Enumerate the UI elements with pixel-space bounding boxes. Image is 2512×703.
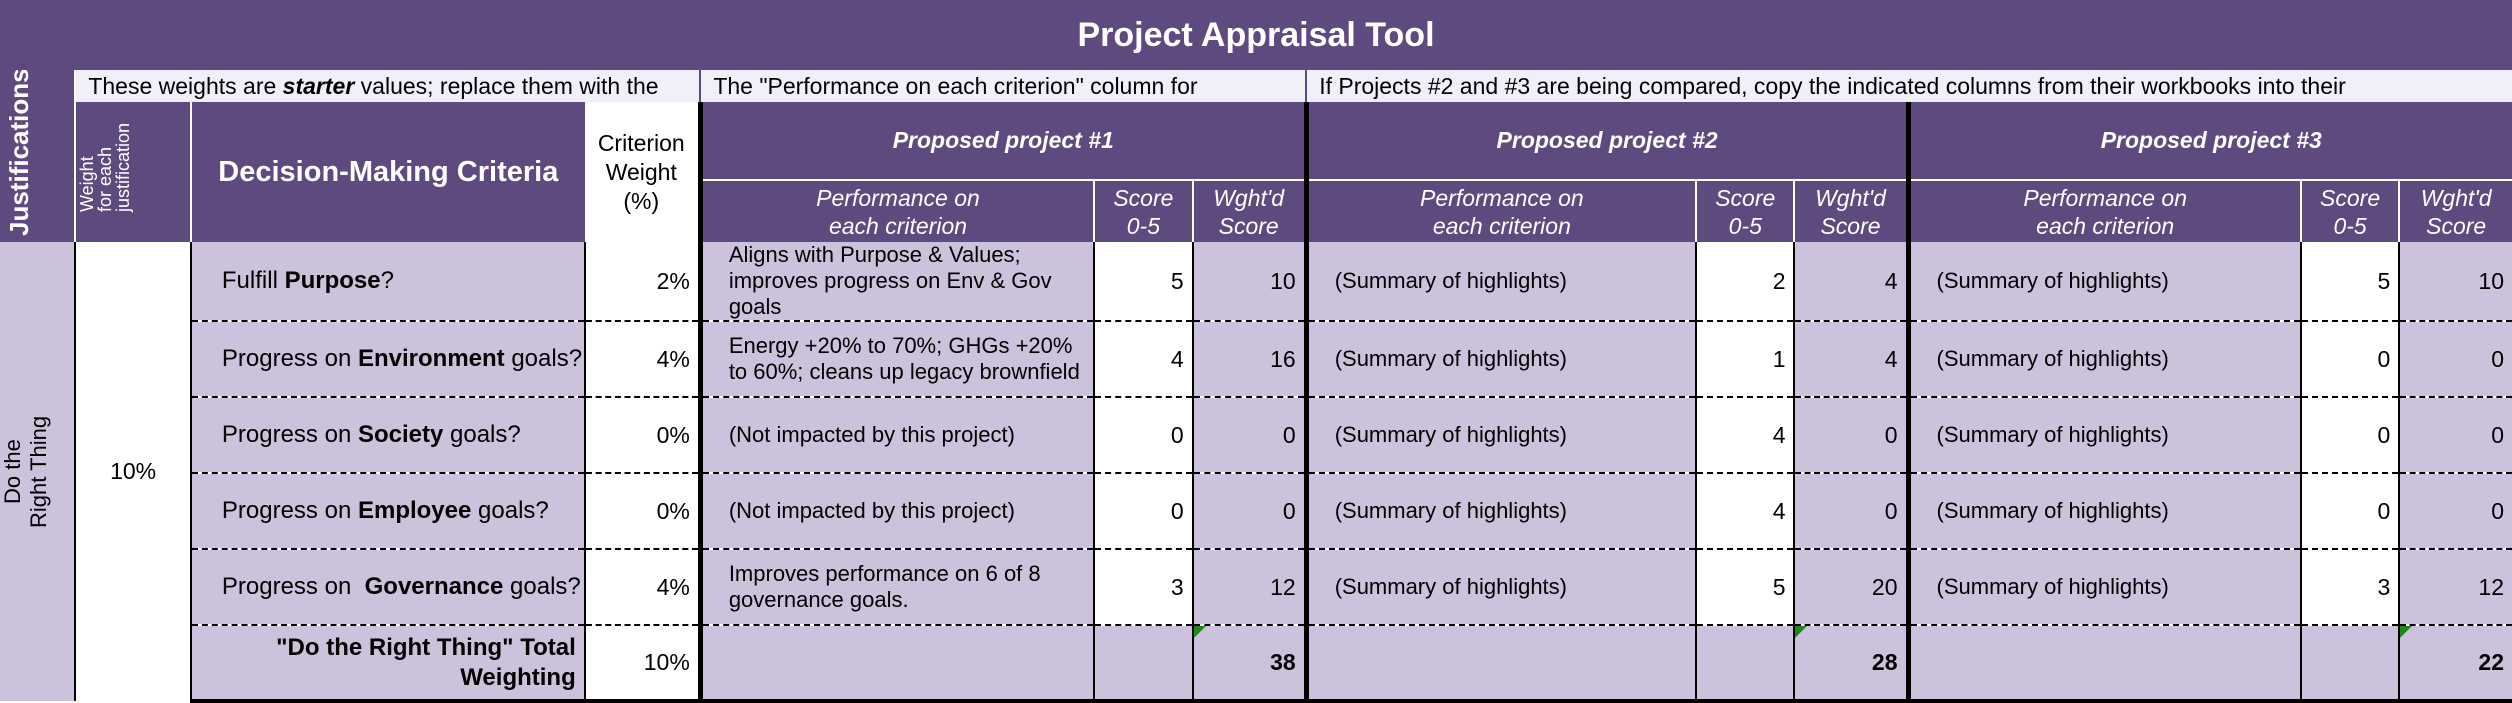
p3-score-cell[interactable]: 5 <box>2299 242 2400 322</box>
total-weight-cell[interactable]: 10% <box>583 625 702 703</box>
criterion-cell[interactable]: Progress on Environment goals? <box>189 321 585 398</box>
p1-wgt-cell[interactable]: 0 <box>1191 397 1307 474</box>
p2-perf-cell[interactable]: (Summary of highlights) <box>1303 321 1697 398</box>
p1-score-header[interactable]: Score 0-5 <box>1093 180 1193 242</box>
criterion-weight-cell[interactable]: 0% <box>583 473 702 550</box>
p3-perf-cell[interactable]: (Summary of highlights) <box>1905 242 2301 322</box>
p3-score-cell[interactable]: 0 <box>2299 397 2400 474</box>
justifications-header[interactable]: Justifications <box>0 70 77 242</box>
p2-score-cell[interactable]: 4 <box>1695 397 1795 474</box>
p1-score-cell[interactable]: 0 <box>1093 397 1193 474</box>
p2-score-cell[interactable]: 5 <box>1695 549 1795 626</box>
justification-weight-cell[interactable]: 10% <box>74 242 192 701</box>
p1-score-cell[interactable]: 0 <box>1093 473 1193 550</box>
project-1-header[interactable]: Proposed project #1 <box>697 102 1307 181</box>
p1-perf-cell[interactable]: (Not impacted by this project) <box>697 397 1095 474</box>
criterion-cell[interactable]: Progress on Governance goals? <box>189 549 585 626</box>
p2-perf-header[interactable]: Performance on each criterion <box>1303 180 1697 242</box>
criterion-row: Progress on Employee goals? 0% (Not impa… <box>0 473 2512 550</box>
p3-total-wgt-cell[interactable]: 22 <box>2398 625 2512 703</box>
p2-wgt-cell[interactable]: 4 <box>1793 321 1909 398</box>
p3-perf-cell[interactable]: (Summary of highlights) <box>1905 321 2301 398</box>
total-row: "Do the Right Thing" Total Weighting 10%… <box>0 625 2512 703</box>
performance-note[interactable]: The "Performance on each criterion" colu… <box>700 70 1308 102</box>
p1-score-cell[interactable]: 3 <box>1093 549 1193 626</box>
p2-wgt-header[interactable]: Wght'd Score <box>1793 180 1909 242</box>
p3-wgt-header[interactable]: Wght'd Score <box>2398 180 2512 242</box>
criteria-header[interactable]: Decision-Making Criteria <box>190 102 585 242</box>
p3-total-perf-cell[interactable] <box>1905 625 2301 703</box>
p1-wgt-cell[interactable]: 16 <box>1191 321 1307 398</box>
criterion-row: Do the Right Thing 10% Fulfill Purpose? … <box>0 242 2512 701</box>
p1-total-score-cell[interactable] <box>1093 625 1193 703</box>
project-2-header[interactable]: Proposed project #2 <box>1303 102 1909 181</box>
appraisal-table: Justifications These weights are starter… <box>0 70 2512 703</box>
p1-perf-cell[interactable]: (Not impacted by this project) <box>697 473 1095 550</box>
project-3-header[interactable]: Proposed project #3 <box>1905 102 2512 181</box>
compare-note[interactable]: If Projects #2 and #3 are being compared… <box>1306 70 2512 102</box>
p3-perf-cell[interactable]: (Summary of highlights) <box>1905 397 2301 474</box>
p3-perf-cell[interactable]: (Summary of highlights) <box>1905 473 2301 550</box>
p2-perf-cell[interactable]: (Summary of highlights) <box>1303 549 1697 626</box>
p1-score-cell[interactable]: 4 <box>1093 321 1193 398</box>
p1-wgt-cell[interactable]: 0 <box>1191 473 1307 550</box>
p3-wgt-cell[interactable]: 0 <box>2398 473 2512 550</box>
p1-score-cell[interactable]: 5 <box>1093 242 1193 322</box>
p2-perf-cell[interactable]: (Summary of highlights) <box>1303 473 1697 550</box>
p3-score-cell[interactable]: 0 <box>2299 321 2400 398</box>
sheet-title: Project Appraisal Tool <box>0 0 2512 70</box>
project-header-row: Weight for each justification Decision-M… <box>0 102 2512 242</box>
column-header-row: Performance on each criterion Score 0-5 Wg… <box>0 180 2512 242</box>
criterion-cell[interactable]: Progress on Employee goals? <box>189 473 585 550</box>
criterion-weight-cell[interactable]: 2% <box>583 242 702 322</box>
criterion-weight-header[interactable]: Criterion Weight (%) <box>584 102 701 242</box>
p1-perf-cell[interactable]: Aligns with Purpose & Values; improves p… <box>697 242 1095 322</box>
p2-wgt-cell[interactable]: 20 <box>1793 549 1909 626</box>
weights-note[interactable]: These weights are starter values; replac… <box>75 70 702 102</box>
weight-each-header[interactable]: Weight for each justification <box>75 102 192 242</box>
criterion-cell[interactable]: Progress on Society goals? <box>189 397 585 474</box>
notes-row: Justifications These weights are starter… <box>0 70 2512 242</box>
p1-wgt-cell[interactable]: 10 <box>1191 242 1307 322</box>
p2-score-header[interactable]: Score 0-5 <box>1695 180 1795 242</box>
p3-total-score-cell[interactable] <box>2299 625 2400 703</box>
p1-total-perf-cell[interactable] <box>697 625 1095 703</box>
p3-wgt-cell[interactable]: 12 <box>2398 549 2512 626</box>
p1-wgt-cell[interactable]: 12 <box>1191 549 1307 626</box>
p3-score-header[interactable]: Score 0-5 <box>2299 180 2400 242</box>
p3-wgt-cell[interactable]: 0 <box>2398 321 2512 398</box>
total-label-cell[interactable]: "Do the Right Thing" Total Weighting <box>189 625 585 703</box>
p1-perf-cell[interactable]: Improves performance on 6 of 8 governanc… <box>697 549 1095 626</box>
p2-score-cell[interactable]: 1 <box>1695 321 1795 398</box>
p2-total-wgt-cell[interactable]: 28 <box>1793 625 1909 703</box>
p2-wgt-cell[interactable]: 0 <box>1793 397 1909 474</box>
p2-wgt-cell[interactable]: 0 <box>1793 473 1909 550</box>
p1-total-wgt-cell[interactable]: 38 <box>1191 625 1307 703</box>
criterion-weight-cell[interactable]: 4% <box>583 321 702 398</box>
p3-score-cell[interactable]: 3 <box>2299 549 2400 626</box>
p2-score-cell[interactable]: 2 <box>1695 242 1795 322</box>
p2-perf-cell[interactable]: (Summary of highlights) <box>1303 397 1697 474</box>
p3-perf-cell[interactable]: (Summary of highlights) <box>1905 549 2301 626</box>
p3-score-cell[interactable]: 0 <box>2299 473 2400 550</box>
p2-perf-cell[interactable]: (Summary of highlights) <box>1303 242 1697 322</box>
criterion-row: Progress on Society goals? 0% (Not impac… <box>0 397 2512 474</box>
criterion-row: Progress on Governance goals? 4% Improve… <box>0 549 2512 626</box>
p3-perf-header[interactable]: Performance on each criterion <box>1905 180 2301 242</box>
criterion-cell[interactable]: Fulfill Purpose? <box>189 242 585 322</box>
p2-total-perf-cell[interactable] <box>1303 625 1697 703</box>
criterion-row: Progress on Environment goals? 4% Energy… <box>0 321 2512 398</box>
p2-wgt-cell[interactable]: 4 <box>1793 242 1909 322</box>
criterion-weight-cell[interactable]: 0% <box>583 397 702 474</box>
criterion-weight-cell[interactable]: 4% <box>583 549 702 626</box>
p2-score-cell[interactable]: 4 <box>1695 473 1795 550</box>
justification-label-cell[interactable]: Do the Right Thing <box>0 242 76 701</box>
p2-total-score-cell[interactable] <box>1695 625 1795 703</box>
p1-perf-cell[interactable]: Energy +20% to 70%; GHGs +20% to 60%; cl… <box>697 321 1095 398</box>
p3-wgt-cell[interactable]: 10 <box>2398 242 2512 322</box>
p3-wgt-cell[interactable]: 0 <box>2398 397 2512 474</box>
p1-perf-header[interactable]: Performance on each criterion <box>697 180 1095 242</box>
p1-wgt-header[interactable]: Wght'd Score <box>1191 180 1307 242</box>
